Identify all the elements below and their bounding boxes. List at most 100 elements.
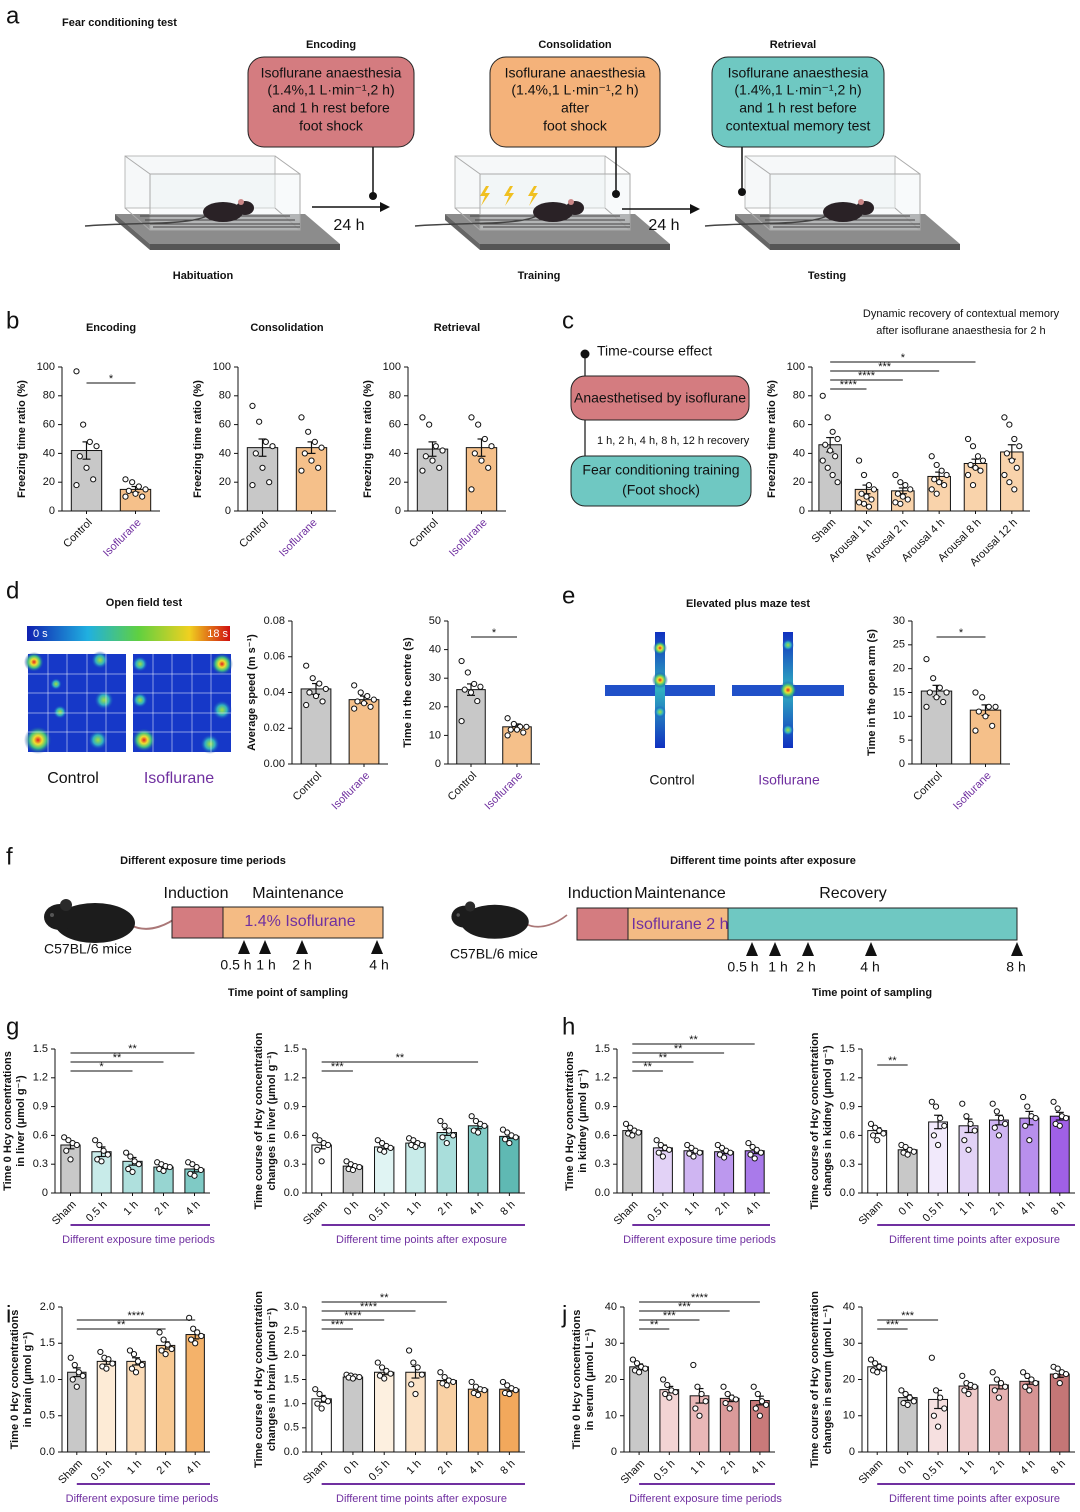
x-tick-label: 0 h — [342, 1458, 361, 1477]
mouse-icon — [43, 898, 181, 944]
y-tick-label: 80 — [389, 390, 401, 402]
data-point — [90, 476, 97, 483]
arrow-head — [380, 202, 390, 212]
data-point — [910, 1148, 917, 1155]
connector-dot — [580, 349, 590, 359]
y-tick-label: 0.6 — [284, 1129, 299, 1141]
time-label: 2 h — [796, 959, 815, 975]
data-point — [635, 1129, 642, 1136]
protocol-left: Different exposure time periods C57BL/6 … — [43, 855, 389, 999]
recovery-text: 1 h, 2 h, 4 h, 8 h, 12 h recovery — [597, 435, 750, 447]
open-field-heatmaps: Open field test 0 s 18 s Control Isoflur… — [24, 597, 233, 787]
bar-chart: 0 10 20 30 40 50 Time in the centre (s) Control… — [402, 615, 540, 812]
y-tick-label: 0 — [42, 1187, 48, 1199]
x-tick-label: 1 h — [404, 1458, 423, 1477]
x-tick-label: 2 h — [152, 1199, 171, 1218]
data-point — [156, 1329, 163, 1336]
stage-text: Isoflurane anaesthesia — [261, 65, 402, 81]
group-label: Different time points after exposure — [889, 1493, 1060, 1505]
data-point — [132, 490, 139, 497]
scale-label: 18 s — [207, 628, 228, 640]
y-axis-label: Freezing time ratio (%) — [362, 380, 374, 498]
data-point — [655, 1149, 662, 1156]
data-point — [408, 1381, 415, 1388]
data-point — [450, 1132, 457, 1139]
data-point — [762, 1401, 770, 1408]
data-point — [426, 421, 433, 428]
x-tick-label: 8 h — [1049, 1458, 1068, 1477]
data-point — [461, 686, 468, 693]
data-point — [357, 689, 364, 696]
data-point — [414, 1364, 421, 1371]
y-tick-label: 0 — [395, 505, 401, 517]
data-point — [1024, 1372, 1031, 1379]
x-tick-label: 1 h — [404, 1199, 423, 1218]
data-point — [1002, 1383, 1009, 1390]
data-point — [314, 1400, 321, 1407]
data-point — [356, 1373, 363, 1381]
timeline-segment — [727, 907, 1018, 941]
data-point — [932, 1103, 940, 1110]
data-point — [892, 499, 899, 506]
connector-dot — [612, 190, 620, 198]
chart-title: after isoflurane anaesthesia for 2 h — [876, 325, 1045, 337]
data-point — [316, 1137, 323, 1144]
y-tick-label: 20 — [793, 476, 805, 488]
x-tick-label: Isoflurane — [101, 517, 144, 560]
data-point — [249, 402, 256, 409]
diagram-title: Different exposure time periods — [120, 855, 286, 867]
data-point — [467, 689, 475, 696]
data-point — [672, 1389, 679, 1396]
data-point — [923, 703, 930, 710]
data-point — [863, 493, 870, 500]
bar-chart: 0.0 0.3 0.6 0.9 1.2 1.5 Time 0 Hcy concentrati… — [564, 1034, 776, 1246]
data-point — [1056, 1380, 1063, 1387]
bar — [300, 688, 332, 765]
significance-label: * — [492, 627, 497, 639]
data-point — [1062, 1370, 1070, 1378]
y-tick-label: 40 — [605, 1301, 617, 1313]
data-point — [943, 471, 950, 479]
data-point — [1050, 1098, 1057, 1105]
time-label: 4 h — [369, 957, 388, 973]
data-point — [860, 471, 868, 479]
data-point — [370, 696, 377, 703]
bar-chart: 0.0 0.5 1.0 1.5 2.0 2.5 3.0 Time course of Hcy … — [253, 1291, 525, 1505]
color-scale — [27, 626, 230, 641]
timeline-segment — [576, 907, 629, 941]
y-tick-label: 30 — [843, 1337, 855, 1349]
data-point — [720, 1383, 727, 1390]
data-point — [865, 481, 873, 489]
data-point — [367, 703, 374, 710]
shock-icons — [480, 186, 538, 206]
bar — [374, 1371, 395, 1453]
data-point — [135, 1161, 142, 1168]
phase-label: Maintenance — [634, 885, 726, 902]
data-point — [937, 1115, 944, 1122]
significance-label: ** — [689, 1034, 698, 1046]
y-tick-label: 0 — [225, 505, 231, 517]
data-point — [501, 1136, 509, 1143]
protocol-right: Different time points after exposure C57… — [450, 855, 1026, 999]
time-label: 2 h — [292, 957, 311, 973]
bar — [1019, 1117, 1040, 1194]
data-point — [504, 1129, 511, 1136]
step-text: (Foot shock) — [622, 482, 700, 498]
y-axis-label: Time course of Hcy concentration — [809, 1032, 821, 1209]
x-tick-label: 8 h — [498, 1458, 517, 1477]
stage-text: after — [561, 100, 589, 116]
y-axis-label: in liver (μmol g⁻¹) — [15, 1075, 27, 1167]
data-point — [474, 1129, 482, 1136]
y-tick-label: 60 — [43, 419, 55, 431]
data-point — [249, 481, 256, 489]
data-point — [481, 1387, 488, 1394]
panel-label: d — [6, 577, 19, 604]
stage-name: Retrieval — [770, 39, 816, 51]
data-point — [941, 1405, 948, 1412]
phase-label: Maintenance — [252, 885, 344, 902]
y-tick-label: 15 — [893, 686, 905, 698]
y-tick-label: 0.9 — [33, 1101, 48, 1113]
data-point — [96, 1141, 103, 1149]
data-point — [481, 1122, 488, 1129]
significance-label: ** — [117, 1319, 126, 1331]
